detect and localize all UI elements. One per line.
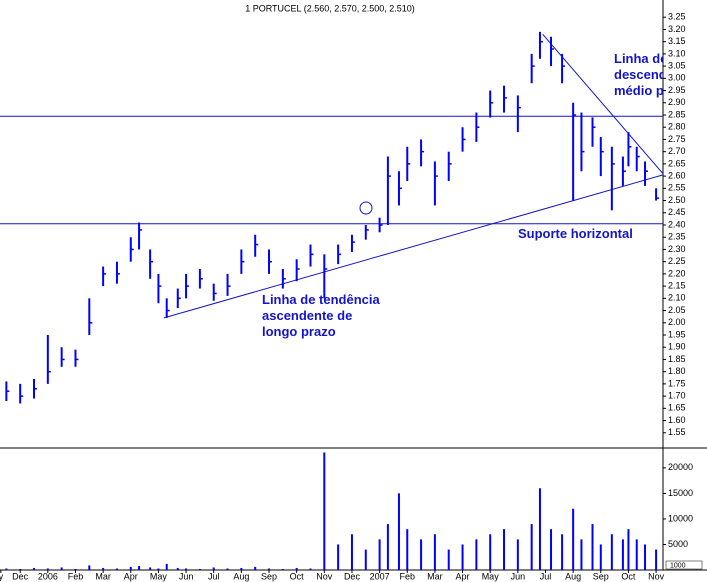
y-tick-label: 2.35 <box>668 232 686 242</box>
x-tick-label: Feb <box>68 571 84 581</box>
y-tick-label: 1.65 <box>668 403 686 413</box>
x-tick-label: 2007 <box>370 571 390 581</box>
x-tick-label: Jul <box>208 571 220 581</box>
x-tick-label: Jun <box>511 571 526 581</box>
x-tick-label: Nov <box>316 571 333 581</box>
x-tick-label: Oct <box>621 571 636 581</box>
x-tick-label: Mar <box>427 571 443 581</box>
x-tick-label: Aug <box>565 571 581 581</box>
y-tick-label: 2.65 <box>668 158 686 168</box>
x-tick-label: May <box>482 571 500 581</box>
annotation: Suporte horizontal <box>518 226 633 241</box>
annotation: Linha de tendência <box>262 292 381 307</box>
x-tick-label: Sep <box>261 571 277 581</box>
y-tick-label: 1.85 <box>668 354 686 364</box>
y-tick-label: 3.05 <box>668 60 686 70</box>
y-tick-label: 3.15 <box>668 36 686 46</box>
x-tick-label: y <box>0 571 4 581</box>
x-tick-label: Nov <box>648 571 665 581</box>
y-tick-label: 2.50 <box>668 195 686 205</box>
y-tick-label: 2.80 <box>668 122 686 132</box>
x-tick-label: Dec <box>12 571 29 581</box>
x-tick-label: Mar <box>95 571 111 581</box>
y-tick-label: 2.60 <box>668 170 686 180</box>
annotation: longo prazo <box>262 324 336 339</box>
y-tick-label: 1.70 <box>668 390 686 400</box>
y-tick-label: 3.25 <box>668 12 686 22</box>
y-tick-label: 2.40 <box>668 219 686 229</box>
x-tick-label: Jun <box>179 571 194 581</box>
unit-box <box>665 560 703 570</box>
y-tick-label: 2.10 <box>668 293 686 303</box>
trend-line <box>163 174 664 319</box>
x-tick-label: Sep <box>593 571 609 581</box>
x-tick-label: Jul <box>540 571 552 581</box>
y-tick-label: 2.70 <box>668 146 686 156</box>
annotation: médio p <box>614 83 664 98</box>
y-tick-label: 2.85 <box>668 109 686 119</box>
y-tick-label: 2.95 <box>668 85 686 95</box>
x-tick-label: Oct <box>290 571 305 581</box>
y-tick-label: 2.45 <box>668 207 686 217</box>
annotation: descend <box>614 67 667 82</box>
annotation: Linha de <box>614 51 667 66</box>
x-tick-label: 2006 <box>38 571 58 581</box>
y2-tick-label: 10000 <box>668 513 693 523</box>
y-tick-label: 2.75 <box>668 134 686 144</box>
y-tick-label: 1.80 <box>668 366 686 376</box>
x-tick-label: Feb <box>399 571 415 581</box>
x-tick-label: May <box>150 571 168 581</box>
y-tick-label: 1.95 <box>668 329 686 339</box>
y-tick-label: 3.00 <box>668 73 686 83</box>
y-tick-label: 2.25 <box>668 256 686 266</box>
x-tick-label: Apr <box>456 571 470 581</box>
y2-tick-label: 5000 <box>668 539 688 549</box>
y-tick-label: 2.05 <box>668 305 686 315</box>
y-tick-label: 3.20 <box>668 24 686 34</box>
x-tick-label: Dec <box>344 571 361 581</box>
y-tick-label: 2.55 <box>668 183 686 193</box>
smiley-icon <box>359 201 373 215</box>
y2-tick-label: 15000 <box>668 488 693 498</box>
volume-unit: 1000 <box>670 562 686 569</box>
y-tick-label: 2.15 <box>668 280 686 290</box>
x-tick-label: Aug <box>233 571 249 581</box>
x-tick-label: Apr <box>124 571 138 581</box>
y2-tick-label: 20000 <box>668 462 693 472</box>
y-tick-label: 1.75 <box>668 378 686 388</box>
y-tick-label: 2.00 <box>668 317 686 327</box>
chart-title: 1 PORTUCEL (2.560, 2.570, 2.500, 2.510) <box>245 3 415 13</box>
y-tick-label: 2.20 <box>668 268 686 278</box>
y-tick-label: 1.55 <box>668 427 686 437</box>
y-tick-label: 1.60 <box>668 415 686 425</box>
annotation: ascendente de <box>262 308 352 323</box>
y-tick-label: 3.10 <box>668 48 686 58</box>
y-tick-label: 2.30 <box>668 244 686 254</box>
y-tick-label: 2.90 <box>668 97 686 107</box>
y-tick-label: 1.90 <box>668 342 686 352</box>
